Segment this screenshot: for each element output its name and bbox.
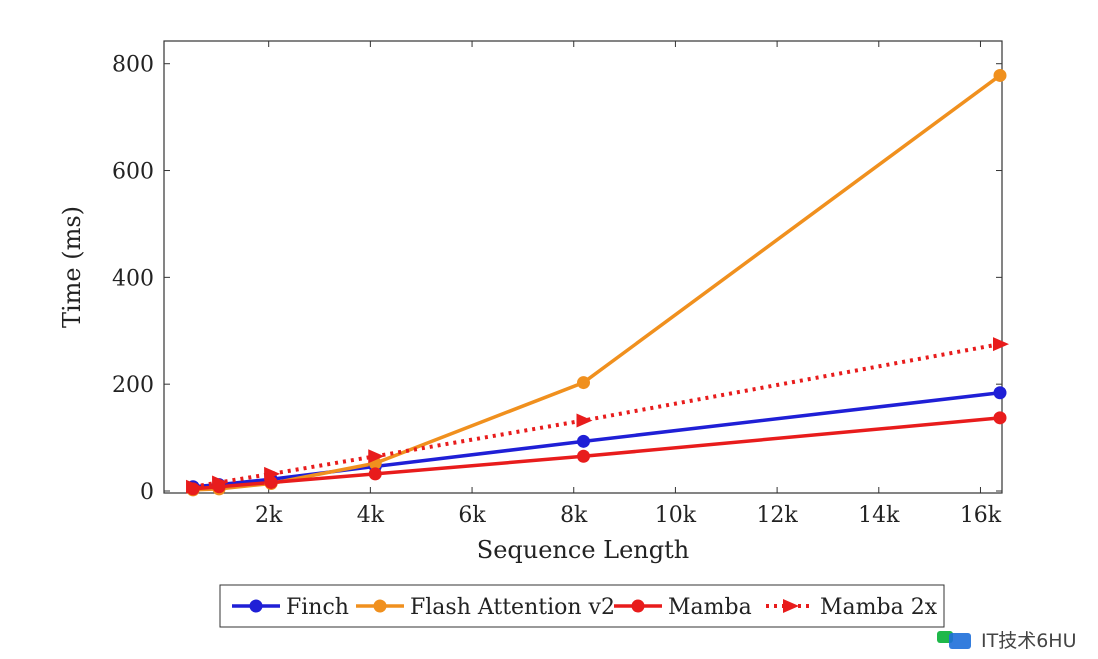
data-point <box>577 434 590 448</box>
series-markers <box>186 68 1009 497</box>
data-point <box>212 475 229 490</box>
legend-marker <box>249 599 263 613</box>
x-tick-label: 12k <box>756 503 798 528</box>
x-tick-label: 10k <box>655 503 697 528</box>
watermark: IT技术6HU <box>935 624 1077 654</box>
legend-marker <box>783 599 799 613</box>
legend-label: Flash Attention v2 <box>410 595 615 620</box>
y-axis-label: Time (ms) <box>58 206 86 328</box>
legend-label: Finch <box>286 595 349 620</box>
y-tick-label: 0 <box>140 480 154 505</box>
data-point <box>993 386 1007 400</box>
x-tick-label: 2k <box>255 503 283 528</box>
x-axis-label: Sequence Length <box>477 536 689 564</box>
watermark-text: IT技术6HU <box>981 629 1077 652</box>
data-point <box>993 411 1007 425</box>
legend-label: Mamba 2x <box>820 595 938 620</box>
watermark-logo-icon <box>935 627 975 651</box>
y-tick-label: 600 <box>112 160 154 185</box>
data-point <box>577 376 590 390</box>
plot-area <box>163 40 1003 494</box>
series-line-3 <box>192 342 1001 489</box>
x-tick-label: 8k <box>560 503 588 528</box>
x-tick-label: 14k <box>858 503 900 528</box>
legend-label: Mamba <box>668 595 752 620</box>
data-point <box>577 449 590 463</box>
legend-marker <box>631 599 645 613</box>
x-tick-label: 4k <box>357 503 385 528</box>
y-tick-label: 800 <box>112 53 154 78</box>
tick-labels: 2k 4k 6k 8k 10k 12k 14k 16k 0 200 400 600 800 <box>112 53 1002 528</box>
data-point <box>264 466 281 481</box>
x-tick-label: 6k <box>458 503 486 528</box>
y-tick-label: 200 <box>112 373 154 398</box>
data-point <box>368 467 382 481</box>
data-point <box>576 413 593 428</box>
axis-ticks <box>164 41 1002 493</box>
y-tick-label: 400 <box>112 266 154 291</box>
legend: Finch Flash Attention v2 Mamba Mamba 2x <box>219 584 945 628</box>
x-tick-label: 16k <box>960 503 1002 528</box>
legend-marker <box>373 599 387 613</box>
data-point <box>993 337 1009 352</box>
data-point <box>186 479 203 494</box>
legend-box <box>219 584 945 628</box>
data-point <box>368 449 385 464</box>
data-point <box>993 68 1007 82</box>
